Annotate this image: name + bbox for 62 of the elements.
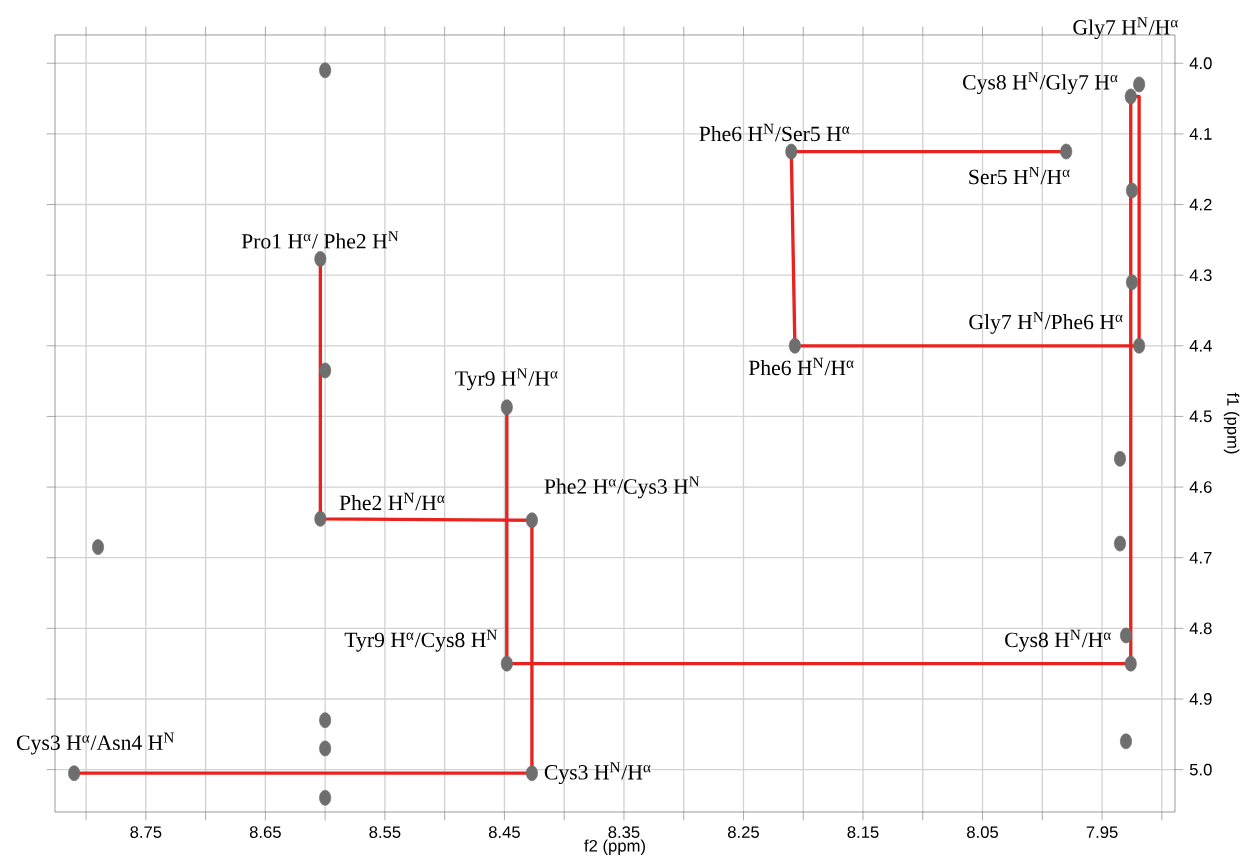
y-tick-label: 4.2 <box>1189 198 1212 211</box>
y-tick-label: 5.0 <box>1189 763 1212 776</box>
y-tick-label: 4.8 <box>1189 622 1212 635</box>
y-tick-label: 4.1 <box>1189 128 1212 140</box>
annotation: Cys3 H$^{α}$/Asn4 H$^{N}$ <box>17 732 174 755</box>
point <box>788 337 801 354</box>
point <box>319 790 332 806</box>
point <box>314 251 327 267</box>
point <box>319 740 332 757</box>
point <box>92 539 104 555</box>
annotation: Phe6 H$^{N}$/H$^{α}$ <box>748 357 854 376</box>
annotation: Phe6 H$^{N}$/Ser5 H$^{α}$ <box>699 123 850 142</box>
point <box>1124 88 1137 105</box>
annotation: Tyr9 H$^{α}$/Cys8 H$^{N}$ <box>344 629 497 652</box>
y-axis-title: f1 (ppm) <box>1223 392 1240 454</box>
annotation: Phe2 H$^{α}$/Cys3 H$^{N}$ <box>544 476 700 499</box>
point <box>1114 535 1126 552</box>
point <box>500 399 513 416</box>
point <box>1133 337 1146 354</box>
y-tick-label: 4.7 <box>1189 551 1212 564</box>
point <box>525 512 538 529</box>
x-tick-label: 8.65 <box>249 826 281 839</box>
y-tick-label: 4.9 <box>1189 693 1212 705</box>
x-tick-label: 8.55 <box>369 826 401 839</box>
point <box>1114 450 1126 467</box>
annotation: Gly7 H$^{N}$/H$^{α}$ <box>1073 17 1178 40</box>
point <box>1124 655 1137 672</box>
annotation: Ser5 H$^{N}$/H$^{α}$ <box>969 166 1070 185</box>
x-tick-label: 8.45 <box>488 826 520 839</box>
point <box>319 712 332 729</box>
x-tick-label: 8.05 <box>967 826 999 839</box>
annotation: Cys8 H$^{N}$/Gly7 H$^{α}$ <box>963 72 1118 95</box>
x-tick-label: 8.35 <box>608 826 640 839</box>
x-tick-label: 8.15 <box>847 826 879 839</box>
x-axis-title: f2 (ppm) <box>584 839 645 855</box>
y-tick-label: 4.5 <box>1189 410 1212 423</box>
y-tick-label: 4.6 <box>1189 481 1212 493</box>
annotation: Tyr9 H$^{N}$/H$^{α}$ <box>455 368 558 391</box>
point <box>525 765 538 781</box>
point <box>314 511 327 527</box>
y-tick-label: 4.0 <box>1189 57 1212 70</box>
point <box>68 765 81 781</box>
annotation: Cys8 H$^{N}$/H$^{α}$ <box>1005 629 1111 652</box>
point <box>785 143 798 160</box>
annotation: Cys3 H$^{N}$/H$^{α}$ <box>544 762 651 785</box>
point <box>319 362 332 379</box>
point <box>1060 143 1073 160</box>
x-tick-label: 7.95 <box>1086 826 1118 839</box>
annotation: Pro1 H$^{α}$/ Phe2 H$^{N}$ <box>241 231 399 249</box>
point <box>1125 182 1138 199</box>
point <box>319 62 332 79</box>
annotation: Gly7 H$^{N}$/Phe6 H$^{α}$ <box>969 311 1123 334</box>
point <box>1125 274 1138 291</box>
y-tick-label: 4.4 <box>1189 340 1212 352</box>
annotation: Phe2 H$^{N}$/H$^{α}$ <box>339 492 445 511</box>
point <box>1133 76 1146 93</box>
y-tick-label: 4.3 <box>1189 269 1212 282</box>
point <box>1120 733 1132 750</box>
point <box>500 655 513 672</box>
x-tick-label: 8.75 <box>130 826 162 839</box>
x-tick-label: 8.25 <box>728 826 759 839</box>
point <box>1120 627 1132 644</box>
